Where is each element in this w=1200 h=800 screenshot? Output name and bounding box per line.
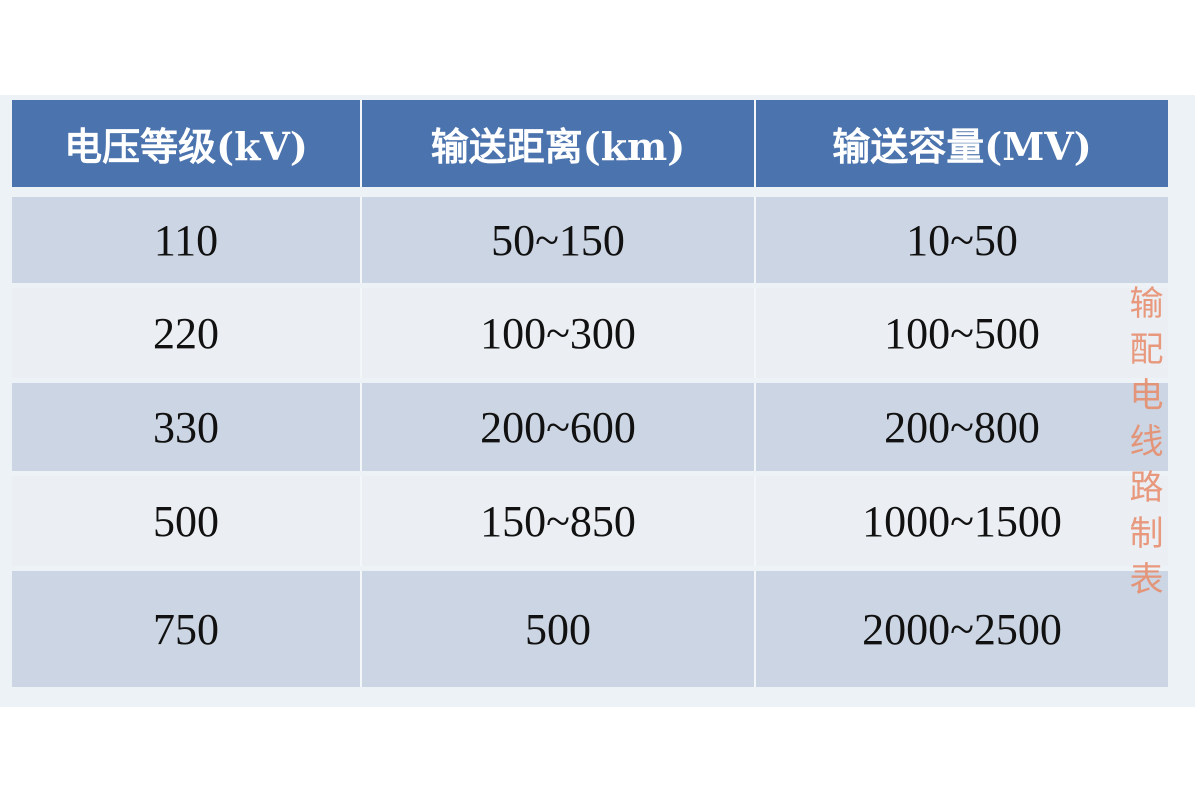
watermark-side-text: 输配电线路制表	[1123, 285, 1163, 607]
cell-capacity: 100~500	[756, 288, 1168, 378]
table-row: 110 50~150 10~50	[12, 197, 1168, 283]
cell-voltage: 500	[12, 476, 362, 566]
cell-distance: 100~300	[362, 288, 756, 378]
cell-voltage: 330	[12, 383, 362, 471]
cell-capacity: 10~50	[756, 197, 1168, 283]
header-capacity: 输送容量(MV)	[756, 100, 1168, 187]
header-voltage: 电压等级(kV)	[12, 100, 362, 187]
cell-distance: 500	[362, 571, 756, 687]
header-distance: 输送距离(km)	[362, 100, 756, 187]
cell-distance: 150~850	[362, 476, 756, 566]
table-row: 750 500 2000~2500	[12, 571, 1168, 687]
cell-capacity: 1000~1500	[756, 476, 1168, 566]
transmission-table: 电压等级(kV) 输送距离(km) 输送容量(MV) 110 50~150 10…	[12, 100, 1168, 692]
cell-voltage: 110	[12, 197, 362, 283]
table-row: 500 150~850 1000~1500	[12, 476, 1168, 566]
table-row: 220 100~300 100~500	[12, 288, 1168, 378]
cell-voltage: 750	[12, 571, 362, 687]
cell-distance: 50~150	[362, 197, 756, 283]
cell-distance: 200~600	[362, 383, 756, 471]
cell-capacity: 200~800	[756, 383, 1168, 471]
cell-capacity: 2000~2500	[756, 571, 1168, 687]
cell-voltage: 220	[12, 288, 362, 378]
table-header-row: 电压等级(kV) 输送距离(km) 输送容量(MV)	[12, 100, 1168, 187]
table-row: 330 200~600 200~800	[12, 383, 1168, 471]
